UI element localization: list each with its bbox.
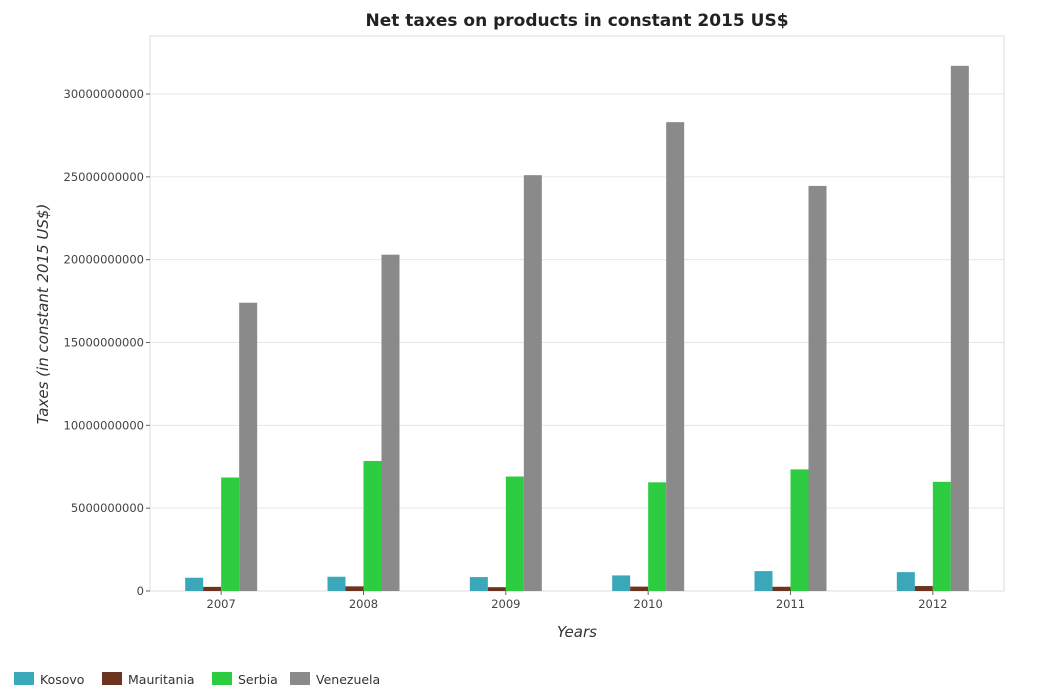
y-tick-label: 0 [137,584,144,598]
legend-swatch-serbia [212,672,232,685]
bar-serbia-2009 [505,476,524,591]
legend-label-serbia: Serbia [238,672,278,687]
legend-swatch-mauritania [102,672,122,685]
x-axis-label: Years [557,623,597,641]
bar-kosovo-2011 [754,571,773,591]
y-tick-label: 10000000000 [64,418,144,432]
bar-mauritania-2011 [772,586,791,591]
chart-title: Net taxes on products in constant 2015 U… [365,11,788,31]
bar-kosovo-2008 [327,576,346,591]
plot-area [149,35,1005,592]
bar-kosovo-2010 [612,575,631,591]
legend-label-mauritania: Mauritania [128,672,195,687]
bar-serbia-2010 [648,482,667,591]
bar-kosovo-2012 [896,572,915,591]
x-tick-label: 2012 [918,597,947,611]
gridlines [150,93,1004,592]
bar-mauritania-2009 [487,587,506,591]
bar-serbia-2007 [221,477,240,591]
bar-mauritania-2012 [914,586,933,591]
bar-kosovo-2009 [469,577,488,591]
y-tick-label: 30000000000 [64,87,144,101]
bar-mauritania-2007 [203,586,222,591]
bars [185,65,969,591]
x-tick-label: 2011 [776,597,805,611]
x-tick-label: 2008 [349,597,378,611]
y-axis-label: Taxes (in constant 2015 US$) [34,204,52,425]
bar-venezuela-2008 [381,254,400,591]
bar-mauritania-2010 [630,586,649,591]
bar-serbia-2012 [932,481,951,591]
bar-venezuela-2011 [808,185,827,591]
bar-venezuela-2007 [239,302,258,591]
legend-label-venezuela: Venezuela [316,672,380,687]
x-tick-label: 2010 [634,597,663,611]
y-tick-label: 15000000000 [64,335,144,349]
bar-mauritania-2008 [345,586,364,591]
legend-label-kosovo: Kosovo [40,672,84,687]
y-axis-ticks: 0 5000000000 10000000000 15000000000 2000000… [64,87,150,598]
bar-venezuela-2012 [950,65,969,591]
y-tick-label: 5000000000 [71,501,144,515]
legend: Kosovo Mauritania Serbia Venezuela [14,672,380,687]
bar-kosovo-2007 [185,577,204,591]
y-tick-label: 25000000000 [64,170,144,184]
bar-serbia-2011 [790,469,809,591]
y-tick-label: 20000000000 [64,253,144,267]
x-axis-ticks: 2007 2008 2009 2010 2011 2012 [207,591,947,611]
x-tick-label: 2007 [207,597,236,611]
bar-venezuela-2009 [523,175,542,591]
legend-swatch-venezuela [290,672,310,685]
bar-venezuela-2010 [666,122,685,591]
x-tick-label: 2009 [491,597,520,611]
legend-swatch-kosovo [14,672,34,685]
bar-serbia-2008 [363,460,382,591]
